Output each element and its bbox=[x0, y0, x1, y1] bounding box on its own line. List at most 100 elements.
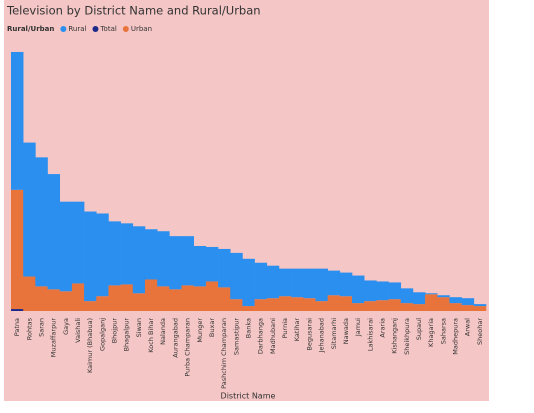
x-tick-label: Saran bbox=[37, 318, 45, 337]
x-tick-label: Jamui bbox=[354, 318, 362, 337]
bar-segment bbox=[437, 297, 450, 311]
x-tick-label: Banka bbox=[245, 318, 253, 338]
bar-segment bbox=[412, 304, 426, 311]
bar-segment bbox=[11, 309, 24, 311]
x-tick-label: Samastipur bbox=[232, 318, 240, 355]
bar-segment bbox=[59, 201, 73, 292]
bar-segment bbox=[169, 289, 182, 311]
bar-segment bbox=[181, 285, 194, 311]
bar-segment bbox=[303, 268, 316, 299]
x-tick-label: Purba Champaran bbox=[184, 318, 192, 377]
x-tick-label: Buxar bbox=[208, 318, 216, 337]
x-tick-label: Gaya bbox=[62, 318, 70, 335]
chart-title: Television by District Name and Rural/Ur… bbox=[6, 4, 261, 18]
x-tick-label: Saharsa bbox=[439, 318, 447, 344]
bar-segment bbox=[461, 305, 475, 311]
x-tick-label: Muzaffarpur bbox=[50, 318, 58, 358]
bar-segment bbox=[254, 262, 268, 300]
bar-segment bbox=[352, 303, 365, 311]
x-tick-label: Supaul bbox=[415, 318, 423, 340]
legend-title: Rural/Urban bbox=[7, 25, 54, 33]
bar-segment bbox=[315, 301, 328, 311]
bar-segment bbox=[327, 295, 341, 311]
bar-segment bbox=[400, 303, 414, 311]
bar-segment bbox=[23, 276, 36, 311]
bar-segment bbox=[400, 288, 414, 304]
bar-segment bbox=[218, 248, 231, 288]
plot-background bbox=[4, 0, 489, 401]
bar-segment bbox=[291, 297, 304, 311]
bar-segment bbox=[108, 221, 121, 286]
x-tick-label: Kaimur (Bhabua) bbox=[86, 318, 94, 373]
x-tick-label: Katihar bbox=[293, 318, 301, 342]
x-tick-label: Vaishali bbox=[74, 318, 82, 343]
bar-segment bbox=[388, 299, 402, 311]
bar-segment bbox=[437, 295, 450, 298]
x-tick-label: Nalanda bbox=[159, 318, 167, 345]
x-tick-label: Lakhisarai bbox=[366, 318, 374, 351]
bar-segment bbox=[11, 189, 24, 310]
bar-segment bbox=[473, 304, 487, 307]
x-tick-label: Purnia bbox=[281, 318, 289, 338]
bar-segment bbox=[181, 236, 194, 286]
bar-segment bbox=[425, 293, 438, 295]
bar-segment bbox=[96, 296, 109, 311]
bar-segment bbox=[11, 51, 24, 190]
x-tick-label: Koch Bihar bbox=[147, 318, 155, 353]
x-tick-label: Darbhanga bbox=[257, 318, 265, 354]
bar-segment bbox=[108, 285, 121, 311]
x-tick-label: Patna bbox=[13, 318, 21, 336]
x-tick-label: Araria bbox=[378, 318, 386, 338]
bar-segment bbox=[120, 284, 134, 311]
legend-label: Urban bbox=[131, 25, 152, 33]
bar-segment bbox=[193, 245, 207, 287]
bar-segment bbox=[425, 294, 438, 311]
legend-marker bbox=[92, 26, 99, 32]
legend-label: Rural bbox=[68, 25, 86, 33]
x-tick-label: Kishanganj bbox=[391, 318, 399, 354]
x-tick-label: Madhepura bbox=[452, 318, 460, 355]
bar-segment bbox=[278, 268, 292, 297]
bar-segment bbox=[473, 306, 487, 311]
bar-segment bbox=[120, 223, 134, 285]
legend-label: Total bbox=[99, 25, 116, 33]
bar-segment bbox=[71, 283, 85, 311]
x-tick-label: Sitamarhi bbox=[330, 318, 338, 349]
legend-marker bbox=[60, 26, 67, 32]
x-tick-label: Khagaria bbox=[427, 318, 435, 347]
bar-segment bbox=[291, 268, 304, 298]
x-axis-title: District Name bbox=[221, 392, 276, 401]
bar-segment bbox=[205, 281, 219, 311]
x-tick-label: Nawada bbox=[342, 318, 350, 344]
bar-segment bbox=[157, 231, 170, 287]
bar-segment bbox=[376, 281, 389, 301]
x-tick-label: Munger bbox=[196, 318, 204, 343]
bar-segment bbox=[303, 298, 316, 311]
bar-segment bbox=[242, 306, 255, 311]
bar-segment bbox=[376, 300, 389, 311]
bar-segment bbox=[266, 265, 280, 299]
x-tick-label: Bhojpur bbox=[111, 318, 119, 344]
bar-segment bbox=[144, 279, 158, 311]
bar-segment bbox=[339, 296, 353, 311]
x-tick-label: Madhubani bbox=[269, 318, 277, 354]
bar-segment bbox=[84, 301, 97, 311]
x-tick-label: Rohtas bbox=[25, 317, 33, 340]
bar-segment bbox=[266, 298, 280, 311]
x-tick-label: Siwan bbox=[135, 318, 143, 337]
x-tick-label: Aurangabad bbox=[171, 318, 179, 358]
bar-segment bbox=[315, 268, 328, 302]
bar-segment bbox=[230, 299, 243, 311]
bar-segment bbox=[339, 272, 353, 297]
x-tick-label: Jehanabad bbox=[318, 318, 326, 353]
bar-segment bbox=[254, 299, 268, 311]
x-tick-label: Gopalganj bbox=[98, 318, 106, 351]
bar-segment bbox=[327, 270, 341, 296]
bar-segment bbox=[364, 280, 377, 302]
bar-segment bbox=[412, 292, 426, 305]
bar-segment bbox=[230, 252, 243, 300]
bar-segment bbox=[352, 275, 365, 304]
bar-segment bbox=[449, 297, 462, 304]
